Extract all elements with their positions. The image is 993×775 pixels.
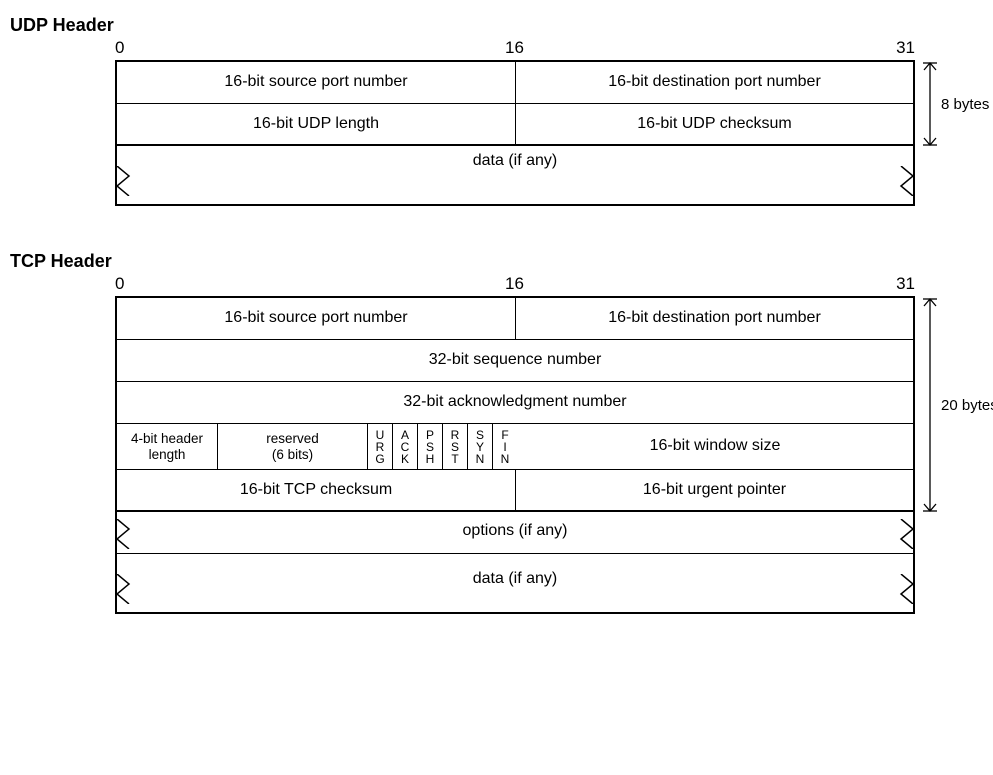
udp-left-col: 0 16 31 16-bit source port number 16-bit… [115, 38, 915, 206]
udp-title: UDP Header [10, 15, 983, 36]
tcp-dst-port: 16-bit destination port number [515, 298, 913, 339]
udp-bit-ruler: 0 16 31 [115, 38, 915, 60]
tcp-urgent: 16-bit urgent pointer [515, 470, 913, 510]
ruler-31: 31 [896, 38, 915, 58]
tear-mark-icon [114, 519, 132, 549]
tcp-flag-rst: RST [442, 424, 467, 469]
tcp-reserved-l2: (6 bits) [266, 447, 319, 463]
tcp-hdr-len-l2: length [131, 447, 203, 463]
udp-data-label: data (if any) [117, 152, 913, 170]
udp-dst-port: 16-bit destination port number [515, 62, 913, 103]
udp-row-ports: 16-bit source port number 16-bit destina… [117, 62, 913, 104]
udp-header-box: 16-bit source port number 16-bit destina… [115, 60, 915, 206]
ruler-16: 16 [505, 274, 524, 294]
tcp-reserved-l1: reserved [266, 431, 319, 447]
udp-checksum: 16-bit UDP checksum [515, 104, 913, 144]
tcp-flag-psh: PSH [417, 424, 442, 469]
tcp-src-port: 16-bit source port number [117, 298, 515, 339]
udp-data-row: data (if any) [117, 146, 913, 204]
tcp-data-row: data (if any) [117, 554, 913, 612]
tcp-flag-syn: SYN [467, 424, 492, 469]
udp-src-port: 16-bit source port number [117, 62, 515, 103]
tear-mark-icon [898, 574, 916, 604]
tcp-row-cksum-urg: 16-bit TCP checksum 16-bit urgent pointe… [117, 470, 913, 512]
tcp-checksum: 16-bit TCP checksum [117, 470, 515, 510]
tcp-reserved: reserved (6 bits) [217, 424, 367, 469]
tcp-row-ack: 32-bit acknowledgment number [117, 382, 913, 424]
ruler-16: 16 [505, 38, 524, 58]
tcp-options-label: options (if any) [117, 522, 913, 540]
udp-bracket-label: 8 bytes [941, 96, 989, 113]
tcp-bracket-col: 20 bytes [921, 296, 993, 514]
tcp-window: 16-bit window size [517, 424, 913, 469]
ruler-31: 31 [896, 274, 915, 294]
tcp-flag-urg: URG [367, 424, 392, 469]
tcp-title: TCP Header [10, 251, 983, 272]
tcp-flag-fin: FIN [492, 424, 517, 469]
tcp-seq: 32-bit sequence number [117, 340, 913, 381]
tcp-section: TCP Header 0 16 31 16-bit source port nu… [10, 251, 983, 614]
ruler-0: 0 [115, 38, 124, 58]
tcp-bracket-label: 20 bytes [941, 397, 993, 414]
tear-mark-icon [114, 166, 132, 196]
tear-mark-icon [898, 166, 916, 196]
tcp-left-col: 0 16 31 16-bit source port number 16-bit… [115, 274, 915, 614]
tear-mark-icon [114, 574, 132, 604]
tcp-row-ports: 16-bit source port number 16-bit destina… [117, 298, 913, 340]
udp-length: 16-bit UDP length [117, 104, 515, 144]
tcp-ack: 32-bit acknowledgment number [117, 382, 913, 423]
tcp-hdr-len-l1: 4-bit header [131, 431, 203, 447]
udp-bracket-col: 8 bytes [921, 60, 989, 148]
tcp-options-row: options (if any) [117, 512, 913, 554]
tcp-diagram: 0 16 31 16-bit source port number 16-bit… [115, 274, 983, 614]
bracket-icon [921, 60, 939, 148]
tcp-data-label: data (if any) [117, 570, 913, 588]
tear-mark-icon [898, 519, 916, 549]
udp-section: UDP Header 0 16 31 16-bit source port nu… [10, 15, 983, 206]
udp-row-len-cksum: 16-bit UDP length 16-bit UDP checksum [117, 104, 913, 146]
tcp-row-seq: 32-bit sequence number [117, 340, 913, 382]
tcp-hdr-len: 4-bit header length [117, 424, 217, 469]
bracket-icon [921, 296, 939, 514]
udp-bracket: 8 bytes [921, 60, 989, 148]
tcp-bracket: 20 bytes [921, 296, 993, 514]
ruler-0: 0 [115, 274, 124, 294]
tcp-bit-ruler: 0 16 31 [115, 274, 915, 296]
udp-diagram: 0 16 31 16-bit source port number 16-bit… [115, 38, 983, 206]
tcp-header-box: 16-bit source port number 16-bit destina… [115, 296, 915, 614]
tcp-row-flags: 4-bit header length reserved (6 bits) UR… [117, 424, 913, 470]
tcp-flag-ack: ACK [392, 424, 417, 469]
